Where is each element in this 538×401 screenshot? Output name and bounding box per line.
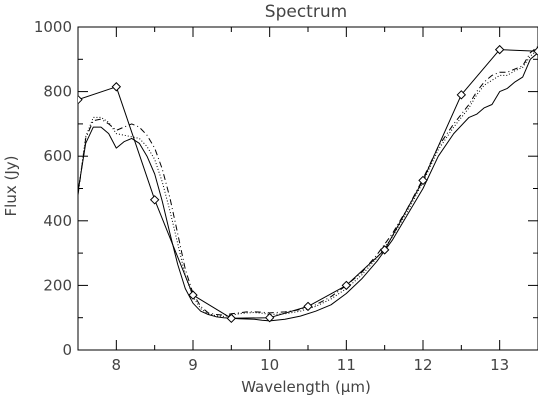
diamond-point <box>149 195 160 205</box>
plot-frame <box>77 26 538 351</box>
y-axis-label: Flux (Jy) <box>2 156 20 217</box>
series-layer <box>78 44 538 324</box>
y-tick-label: 400 <box>43 212 72 230</box>
y-tick-label: 600 <box>43 147 72 165</box>
diamond-point <box>533 46 538 56</box>
y-tick-label: 0 <box>62 341 72 359</box>
y-tick-label: 200 <box>43 276 72 294</box>
series-line-dashdot <box>78 46 538 316</box>
x-tick-label: 8 <box>112 356 122 374</box>
chart-title: Spectrum <box>265 2 347 22</box>
series-line-solid <box>78 52 538 322</box>
diamond-point <box>418 175 428 186</box>
diamond-point <box>78 94 83 105</box>
series-line-solid-diamond <box>78 49 538 319</box>
diamond-point <box>494 44 505 55</box>
x-tick-label: 12 <box>413 356 432 374</box>
series-line-dotted <box>78 49 538 317</box>
diamond-point <box>226 313 237 324</box>
diamond-point <box>456 90 467 100</box>
y-tick-label: 1000 <box>34 18 72 36</box>
diamond-point <box>379 245 390 255</box>
x-tick-label: 11 <box>337 356 356 374</box>
axis-ticks: 8 9 10 11 12 13 0 200 400 600 800 1000 <box>34 18 538 374</box>
x-tick-label: 9 <box>188 356 198 374</box>
x-axis-label: Wavelength (μm) <box>241 378 371 396</box>
diamond-point <box>111 82 122 92</box>
diamond-point <box>264 312 275 323</box>
diamond-point <box>303 301 313 312</box>
x-tick-label: 10 <box>260 356 279 374</box>
diamond-point <box>188 290 198 300</box>
y-tick-label: 800 <box>43 83 72 101</box>
diamond-point <box>341 280 352 291</box>
x-tick-label: 13 <box>490 356 509 374</box>
